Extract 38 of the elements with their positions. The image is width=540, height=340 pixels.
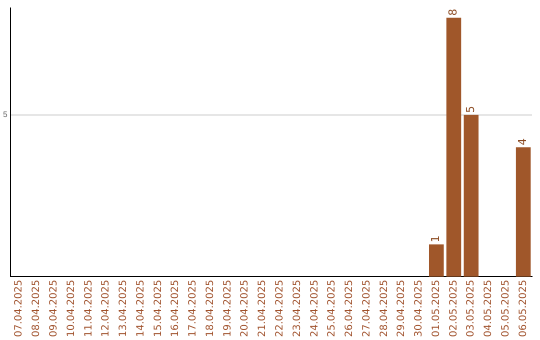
x-tick-label: 25.04.2025 [326,280,338,338]
x-tick-label: 28.04.2025 [378,280,390,338]
x-tick-label: 11.04.2025 [83,280,94,338]
x-tick-label: 23.04.2025 [292,280,303,338]
x-tick-label: 07.04.2025 [14,280,25,338]
x-tick-label: 27.04.2025 [361,280,372,338]
x-tick-label: 22.04.2025 [274,280,286,338]
x-tick-label: 02.05.2025 [448,280,460,338]
x-tick-label: 19.04.2025 [222,280,234,338]
x-tick-label: 12.04.2025 [100,280,112,338]
x-tick-label: 20.04.2025 [240,280,251,338]
x-tick-label: 09.04.2025 [48,280,60,338]
x-tick-label: 05.05.2025 [500,280,512,338]
x-tick-label: 30.04.2025 [414,280,425,338]
data-label: 5 [464,106,478,113]
x-tick-label: 21.04.2025 [257,280,268,338]
x-tick-label: 01.05.2025 [430,280,442,338]
x-tick-label: 04.05.2025 [483,280,494,338]
x-tick-label: 16.04.2025 [170,280,182,338]
x-tick-label: 15.04.2025 [152,280,164,338]
x-tick-label: 18.04.2025 [204,280,216,338]
x-tick-label: 17.04.2025 [188,280,199,338]
bar [516,147,531,277]
x-tick-label: 03.05.2025 [466,280,477,338]
x-tick-label: 26.04.2025 [344,280,356,338]
data-label: 4 [516,138,530,146]
x-tick-label: 14.04.2025 [135,280,146,338]
x-tick-label: 29.04.2025 [396,280,408,338]
data-label: 8 [446,8,460,16]
x-tick-label: 24.04.2025 [309,280,320,338]
bar [446,18,462,277]
x-tick-label: 13.04.2025 [118,280,130,338]
data-label: 1 [429,235,442,242]
x-tick-label: 06.05.2025 [518,280,529,338]
x-tick-label: 08.04.2025 [31,280,42,338]
bar [428,244,444,277]
x-tick-label: 10.04.2025 [66,280,77,338]
bar [464,114,479,277]
